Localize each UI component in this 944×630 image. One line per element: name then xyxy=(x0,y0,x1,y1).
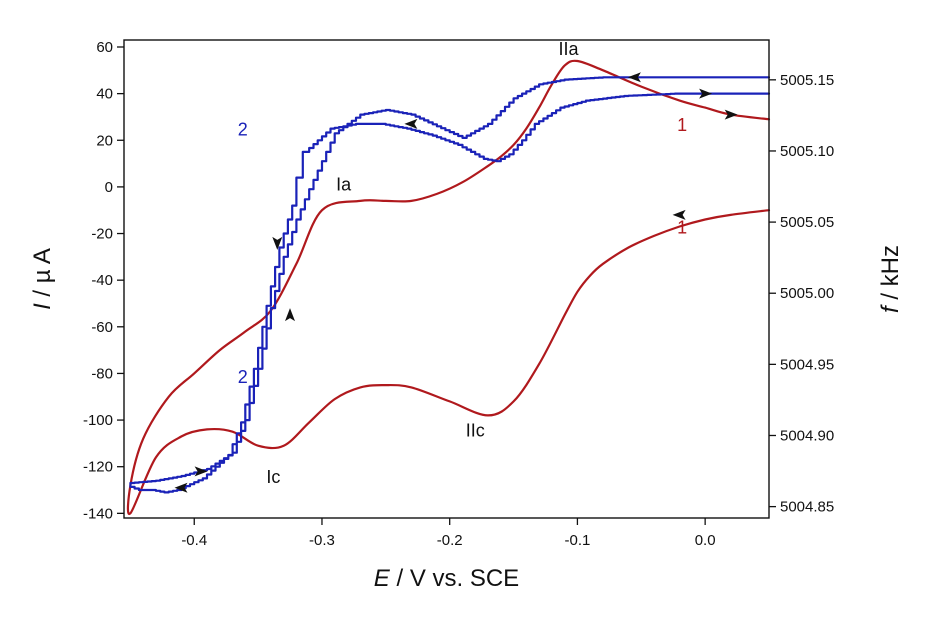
y-left-tick-label: -140 xyxy=(83,505,113,522)
series-1-line xyxy=(126,59,771,516)
y-left-tick-label: -120 xyxy=(83,459,113,476)
axes: -0.4 -0.3 -0.2 -0.1 0.0 60 40 20 0 -20 -40 -60 -80 -1… xyxy=(29,39,904,592)
annotation-label: 1 xyxy=(677,218,687,238)
direction-arrow-icon xyxy=(194,466,208,477)
y-left-tick-label: 40 xyxy=(96,86,113,103)
x-tick-label: -0.2 xyxy=(437,532,463,549)
y-left-tick-label: 60 xyxy=(96,39,113,56)
annotation-label: 1 xyxy=(677,115,687,135)
series-2-line xyxy=(129,76,771,494)
y-left-axis-title: I / µ A xyxy=(29,248,56,310)
y-right-tick-label: 5005.15 xyxy=(780,72,834,89)
y-right-axis-title: f / kHz xyxy=(877,245,904,313)
y-right-tick-label: 5004.85 xyxy=(780,499,834,516)
y-left-tick-label: -40 xyxy=(91,272,113,289)
annotation-label: 2 xyxy=(238,120,248,140)
annotation-label: IIc xyxy=(466,420,485,440)
annotation-label: IIa xyxy=(558,39,579,59)
plot-frame xyxy=(123,39,770,519)
direction-arrow-icon xyxy=(272,236,283,250)
y-right-tick-label: 5004.95 xyxy=(780,356,834,373)
annotation-label: Ic xyxy=(266,467,280,487)
y-left-tick-label: 20 xyxy=(96,132,113,149)
y-left-tick-label: -100 xyxy=(83,412,113,429)
x-axis-title: E / V vs. SCE xyxy=(374,565,519,592)
direction-arrow-icon xyxy=(627,72,641,83)
y-left-tick-label: -20 xyxy=(91,226,113,243)
x-tick-label: -0.4 xyxy=(181,532,207,549)
plot-area xyxy=(126,59,771,516)
y-right-tick-label: 5005.10 xyxy=(780,143,834,160)
y-right-tick-label: 5004.90 xyxy=(780,427,834,444)
y-left-tick-label: 0 xyxy=(105,179,113,196)
direction-arrow-icon xyxy=(174,482,188,493)
annotations: IIa Ia Ic IIc 1 1 2 2 xyxy=(174,39,738,493)
direction-arrow-icon xyxy=(404,118,418,129)
annotation-label: 2 xyxy=(238,367,248,387)
annotation-label: Ia xyxy=(336,174,352,194)
y-right-tick-label: 5005.00 xyxy=(780,285,834,302)
x-tick-label: -0.1 xyxy=(564,532,590,549)
x-tick-label: 0.0 xyxy=(695,532,716,549)
y-left-tick-label: -80 xyxy=(91,365,113,382)
x-tick-label: -0.3 xyxy=(309,532,335,549)
y-left-tick-label: -60 xyxy=(91,319,113,336)
y-right-tick-label: 5005.05 xyxy=(780,214,834,231)
direction-arrow-icon xyxy=(672,209,686,220)
direction-arrow-icon xyxy=(724,109,738,120)
direction-arrow-icon xyxy=(699,88,713,99)
direction-arrow-icon xyxy=(285,308,295,322)
